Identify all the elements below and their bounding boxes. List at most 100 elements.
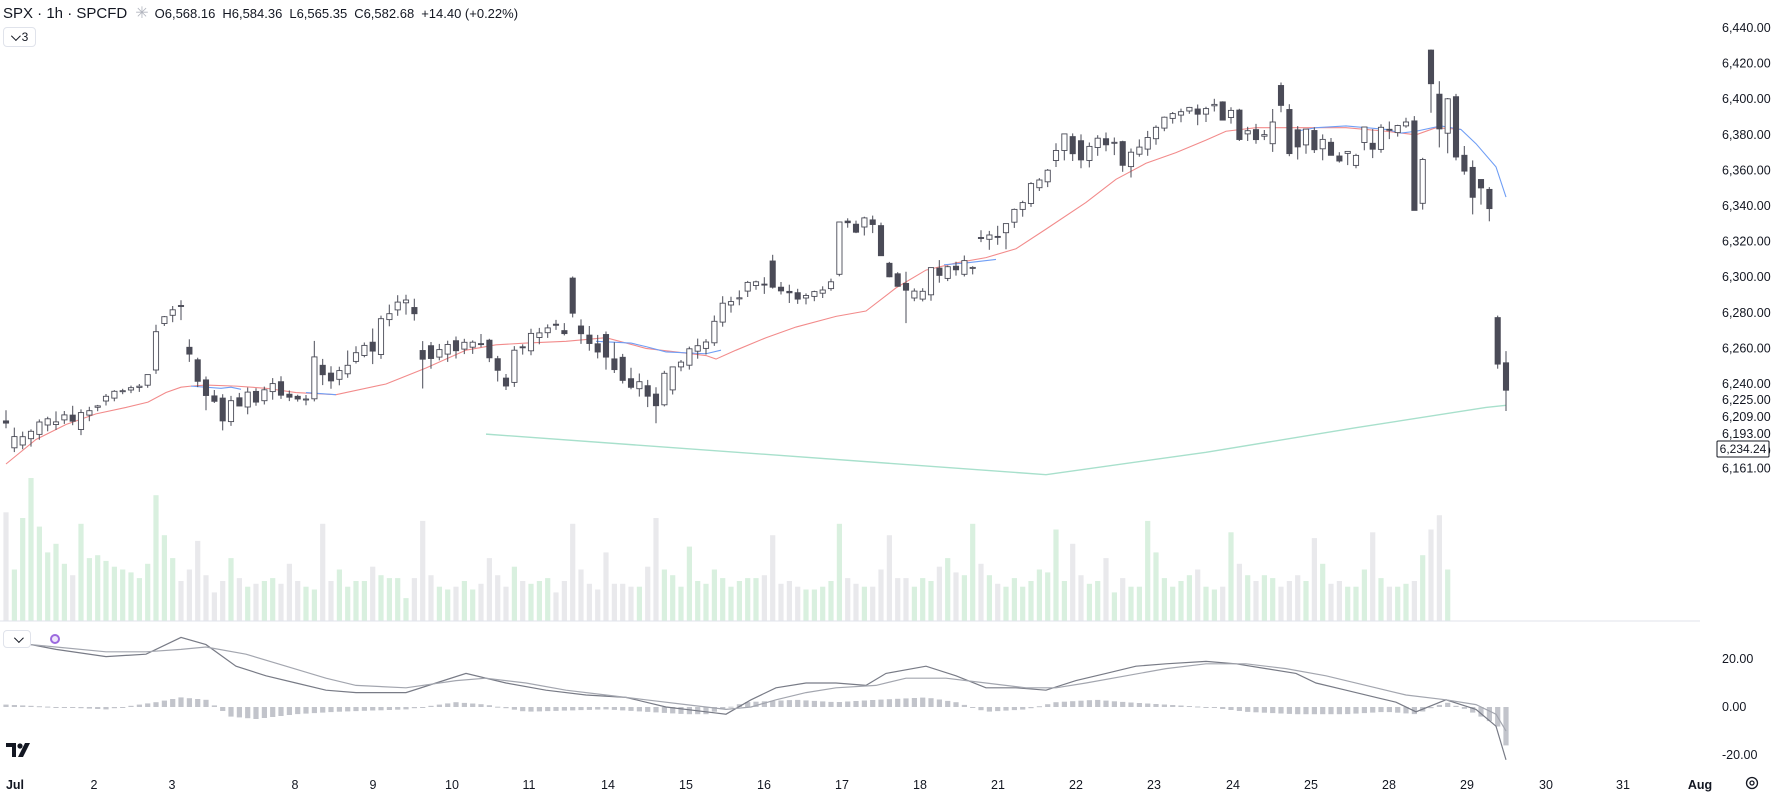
macd-histogram-bar	[1428, 707, 1434, 709]
volume-bar	[478, 583, 484, 621]
volume-bar	[1136, 586, 1142, 621]
volume-bar	[1220, 586, 1226, 621]
macd-histogram-bar	[1028, 707, 1034, 709]
candle	[352, 346, 360, 364]
candle	[1444, 98, 1451, 154]
candle	[694, 338, 701, 359]
macd-histogram-bar	[1253, 707, 1259, 713]
macd-histogram-bar	[803, 700, 809, 707]
candle	[1477, 179, 1485, 205]
candle	[902, 271, 910, 324]
change-value: +14.40 (+0.22%)	[421, 5, 519, 21]
macd-histogram-bar	[961, 704, 967, 707]
macd-histogram-bar	[853, 701, 859, 707]
macd-histogram-bar	[453, 702, 459, 707]
macd-histogram-bar	[103, 707, 109, 710]
macd-histogram-bar	[420, 707, 426, 708]
time-tick-label: Aug	[1688, 778, 1712, 792]
macd-histogram-bar	[461, 702, 467, 707]
volume-bar	[28, 478, 34, 621]
macd-histogram-bar	[1486, 707, 1492, 722]
volume-bar	[411, 578, 417, 621]
macd-histogram-bar	[203, 699, 209, 707]
volume-bar	[1436, 515, 1442, 621]
volume-bar	[195, 540, 201, 621]
candle	[527, 328, 535, 356]
macd-histogram-bar	[1236, 707, 1242, 711]
volume-bar	[1228, 532, 1234, 621]
candle	[1077, 134, 1085, 169]
asterisk-icon[interactable]: ✳	[135, 5, 149, 22]
candlesticks[interactable]	[2, 49, 1510, 453]
candle	[944, 265, 951, 282]
volume-bar	[1336, 581, 1342, 621]
volume-bar	[761, 575, 767, 621]
symbol-title[interactable]: SPX · 1h · SPCFD	[3, 4, 128, 22]
macd-histogram-bar	[1211, 707, 1217, 708]
candle	[2, 410, 10, 429]
macd-axis[interactable]: 20.00 0.00 -20.00	[1722, 652, 1757, 762]
volume-bar	[178, 581, 184, 621]
price-axis[interactable]: 6,440.00 6,420.00 6,400.00 6,380.00 6,360.00…	[1722, 21, 1771, 475]
volume-bar	[1361, 569, 1367, 621]
macd-histogram-bar	[511, 707, 517, 710]
macd-histogram-bar	[1078, 700, 1084, 707]
candle	[794, 288, 801, 304]
candle	[894, 272, 901, 287]
candle	[1502, 351, 1510, 411]
volume-bar	[470, 589, 476, 621]
macd-histogram-bar	[970, 707, 976, 708]
volume-bar	[1011, 578, 1017, 621]
macd-toggle-button[interactable]	[3, 630, 31, 648]
indicators-toggle-button[interactable]: 3	[3, 27, 36, 47]
macd-histogram-bar	[1261, 707, 1267, 713]
candle	[1427, 49, 1435, 113]
volume-bar	[678, 586, 684, 621]
macd-histogram-bar	[1395, 707, 1401, 713]
macd-histogram-bar	[561, 707, 567, 711]
candle	[1211, 98, 1218, 112]
macd-histogram-bar	[1053, 702, 1059, 707]
volume-bar	[303, 586, 309, 621]
volume-bar	[1045, 572, 1051, 621]
candle	[311, 340, 318, 402]
macd-histogram-bar	[470, 703, 476, 707]
candle	[677, 360, 685, 372]
macd-histogram-bar	[670, 707, 676, 714]
macd-histogram-bar	[653, 707, 659, 713]
candle	[519, 344, 526, 355]
volume-bar	[461, 581, 467, 621]
macd-histogram-bar	[1386, 707, 1392, 713]
macd-histogram-bar	[228, 707, 234, 717]
macd-histogram-bar	[1045, 704, 1051, 707]
volume-bar	[1386, 586, 1392, 621]
macd-histogram-bar	[636, 707, 642, 712]
volume-bar	[1211, 589, 1217, 621]
time-axis[interactable]: Jul 2 3 8 9 10 11 14 15 16 17 18 21 22 23 24 25 28 29 30 31 A…	[6, 778, 1712, 792]
candle	[536, 327, 543, 345]
candle	[711, 315, 718, 346]
macd-histogram-bar	[286, 707, 292, 715]
tradingview-logo[interactable]	[6, 741, 36, 759]
volume-bar	[1170, 586, 1176, 621]
candle	[1486, 187, 1493, 222]
candle	[1069, 133, 1076, 161]
macd-histogram-bar	[1320, 707, 1326, 715]
macd-histogram-bar	[328, 707, 334, 713]
gear-icon[interactable]	[1744, 775, 1760, 791]
macd-histogram-bar	[245, 707, 251, 719]
candle	[61, 411, 68, 424]
volume-bar	[536, 581, 542, 621]
volume-bar	[961, 575, 967, 621]
candle	[752, 280, 760, 290]
macd-histogram-bar	[320, 707, 326, 713]
candle	[327, 366, 335, 389]
chevron-down-icon	[13, 632, 24, 643]
volume-bar	[978, 563, 984, 621]
refresh-icon[interactable]	[50, 634, 60, 644]
candle	[27, 429, 35, 447]
macd-histogram-bar	[1186, 706, 1192, 707]
macd-histogram-bar	[795, 699, 801, 707]
macd-histogram-bar	[1203, 707, 1209, 708]
